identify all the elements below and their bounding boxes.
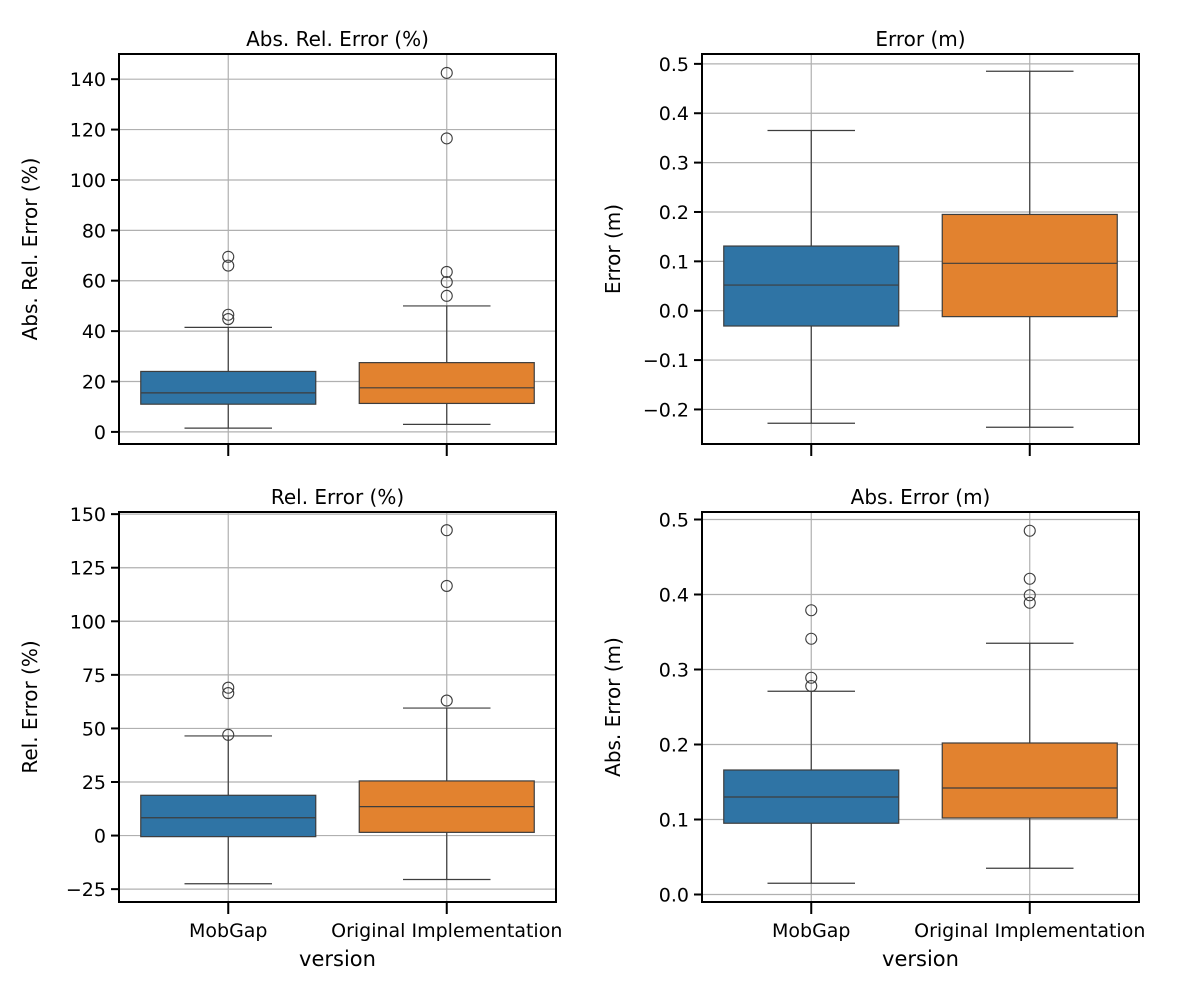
x-axis-label: version — [299, 947, 376, 971]
y-axis-label: Error (m) — [601, 204, 625, 294]
subplot-title: Rel. Error (%) — [271, 485, 404, 509]
axes-frame — [118, 511, 557, 903]
x-tick-label: MobGap — [189, 920, 268, 942]
y-tick-label: 0.2 — [659, 735, 689, 757]
y-tick-label: 0.5 — [659, 510, 689, 532]
box-original-implementation — [941, 742, 1118, 819]
axes-frame — [701, 53, 1140, 445]
outlier-point — [805, 679, 818, 693]
y-tick-label: 0.1 — [659, 251, 689, 273]
y-tick-label: 0 — [94, 826, 106, 848]
subplot-1: 0 20 40 60 80 100 120 140 Abs. Rel. Error (%) Abs… — [18, 27, 557, 456]
box-mobgap — [723, 245, 900, 327]
outlier-point — [222, 250, 235, 263]
axes-frame — [701, 511, 1140, 903]
outlier-point — [440, 66, 453, 79]
y-tick-label: −0.2 — [643, 399, 689, 421]
y-tick-label: 0.1 — [659, 810, 689, 832]
y-tick-label: 75 — [82, 665, 106, 687]
outlier-point — [222, 681, 235, 694]
y-tick-label: 0.3 — [659, 660, 689, 682]
y-axis-label: Abs. Rel. Error (%) — [18, 158, 42, 341]
subplot-2: −0.2 −0.1 0.0 0.1 0.2 0.3 0.4 0.5 Error (m) Error… — [601, 27, 1140, 456]
subplot-title: Error (m) — [875, 27, 965, 51]
y-tick-label: 0.4 — [659, 103, 689, 125]
y-tick-label: −0.1 — [643, 350, 689, 372]
y-tick-label: 40 — [82, 321, 106, 343]
outlier-point — [805, 671, 818, 684]
y-tick-label: 150 — [70, 504, 106, 526]
y-tick-label: 100 — [70, 611, 106, 633]
outlier-point — [440, 265, 453, 278]
box-original-implementation — [941, 213, 1118, 318]
outlier-point — [1023, 572, 1036, 585]
box-mobgap — [140, 370, 317, 405]
outlier-point — [222, 687, 235, 700]
subplot-title: Abs. Rel. Error (%) — [246, 27, 429, 51]
outlier-point — [805, 604, 818, 617]
y-tick-label: 0 — [94, 422, 106, 444]
y-tick-label: 0.5 — [659, 54, 689, 76]
outlier-point — [1023, 596, 1036, 609]
y-tick-label: 0.4 — [659, 585, 689, 607]
x-tick-label: MobGap — [772, 920, 851, 942]
outlier-point — [440, 132, 453, 145]
y-tick-label: 140 — [70, 69, 106, 91]
outlier-point — [1023, 524, 1036, 537]
y-tick-label: 0.0 — [659, 885, 689, 907]
y-tick-label: 100 — [70, 170, 106, 192]
outlier-point — [440, 579, 453, 592]
y-tick-label: 0.2 — [659, 202, 689, 224]
y-axis-label: Abs. Error (m) — [601, 637, 625, 777]
y-tick-label: 80 — [82, 220, 106, 242]
y-tick-label: −25 — [66, 879, 106, 901]
subplot-4: 0.0 0.1 0.2 0.3 0.4 0.5 MobGap Original Impleme… — [601, 485, 1145, 971]
y-tick-label: 0.3 — [659, 153, 689, 175]
y-tick-label: 0.0 — [659, 301, 689, 323]
outlier-point — [222, 308, 235, 321]
outlier-point — [440, 289, 453, 302]
outlier-point — [440, 275, 453, 289]
box-mobgap — [140, 794, 317, 838]
y-tick-label: 60 — [82, 271, 106, 293]
outlier-point — [805, 632, 818, 645]
outlier-point — [440, 694, 453, 707]
y-tick-label: 125 — [70, 558, 106, 580]
axes-frame — [118, 53, 557, 445]
y-tick-label: 50 — [82, 718, 106, 740]
outlier-point — [1023, 589, 1036, 602]
y-tick-label: 120 — [70, 120, 106, 142]
subplot-3: −25 0 25 50 75 100 125 150 MobGap Original Implem… — [18, 485, 562, 971]
x-tick-label: Original Implementation — [331, 920, 562, 942]
outlier-point — [222, 259, 235, 272]
y-tick-label: 20 — [82, 372, 106, 394]
x-axis-label: version — [882, 947, 959, 971]
x-tick-label: Original Implementation — [914, 920, 1145, 942]
subplot-title: Abs. Error (m) — [851, 485, 991, 509]
box-original-implementation — [358, 362, 535, 405]
outlier-point — [222, 312, 235, 326]
outlier-point — [440, 524, 453, 537]
outlier-point — [222, 728, 235, 741]
y-tick-label: 25 — [82, 772, 106, 794]
y-axis-label: Rel. Error (%) — [18, 640, 42, 773]
